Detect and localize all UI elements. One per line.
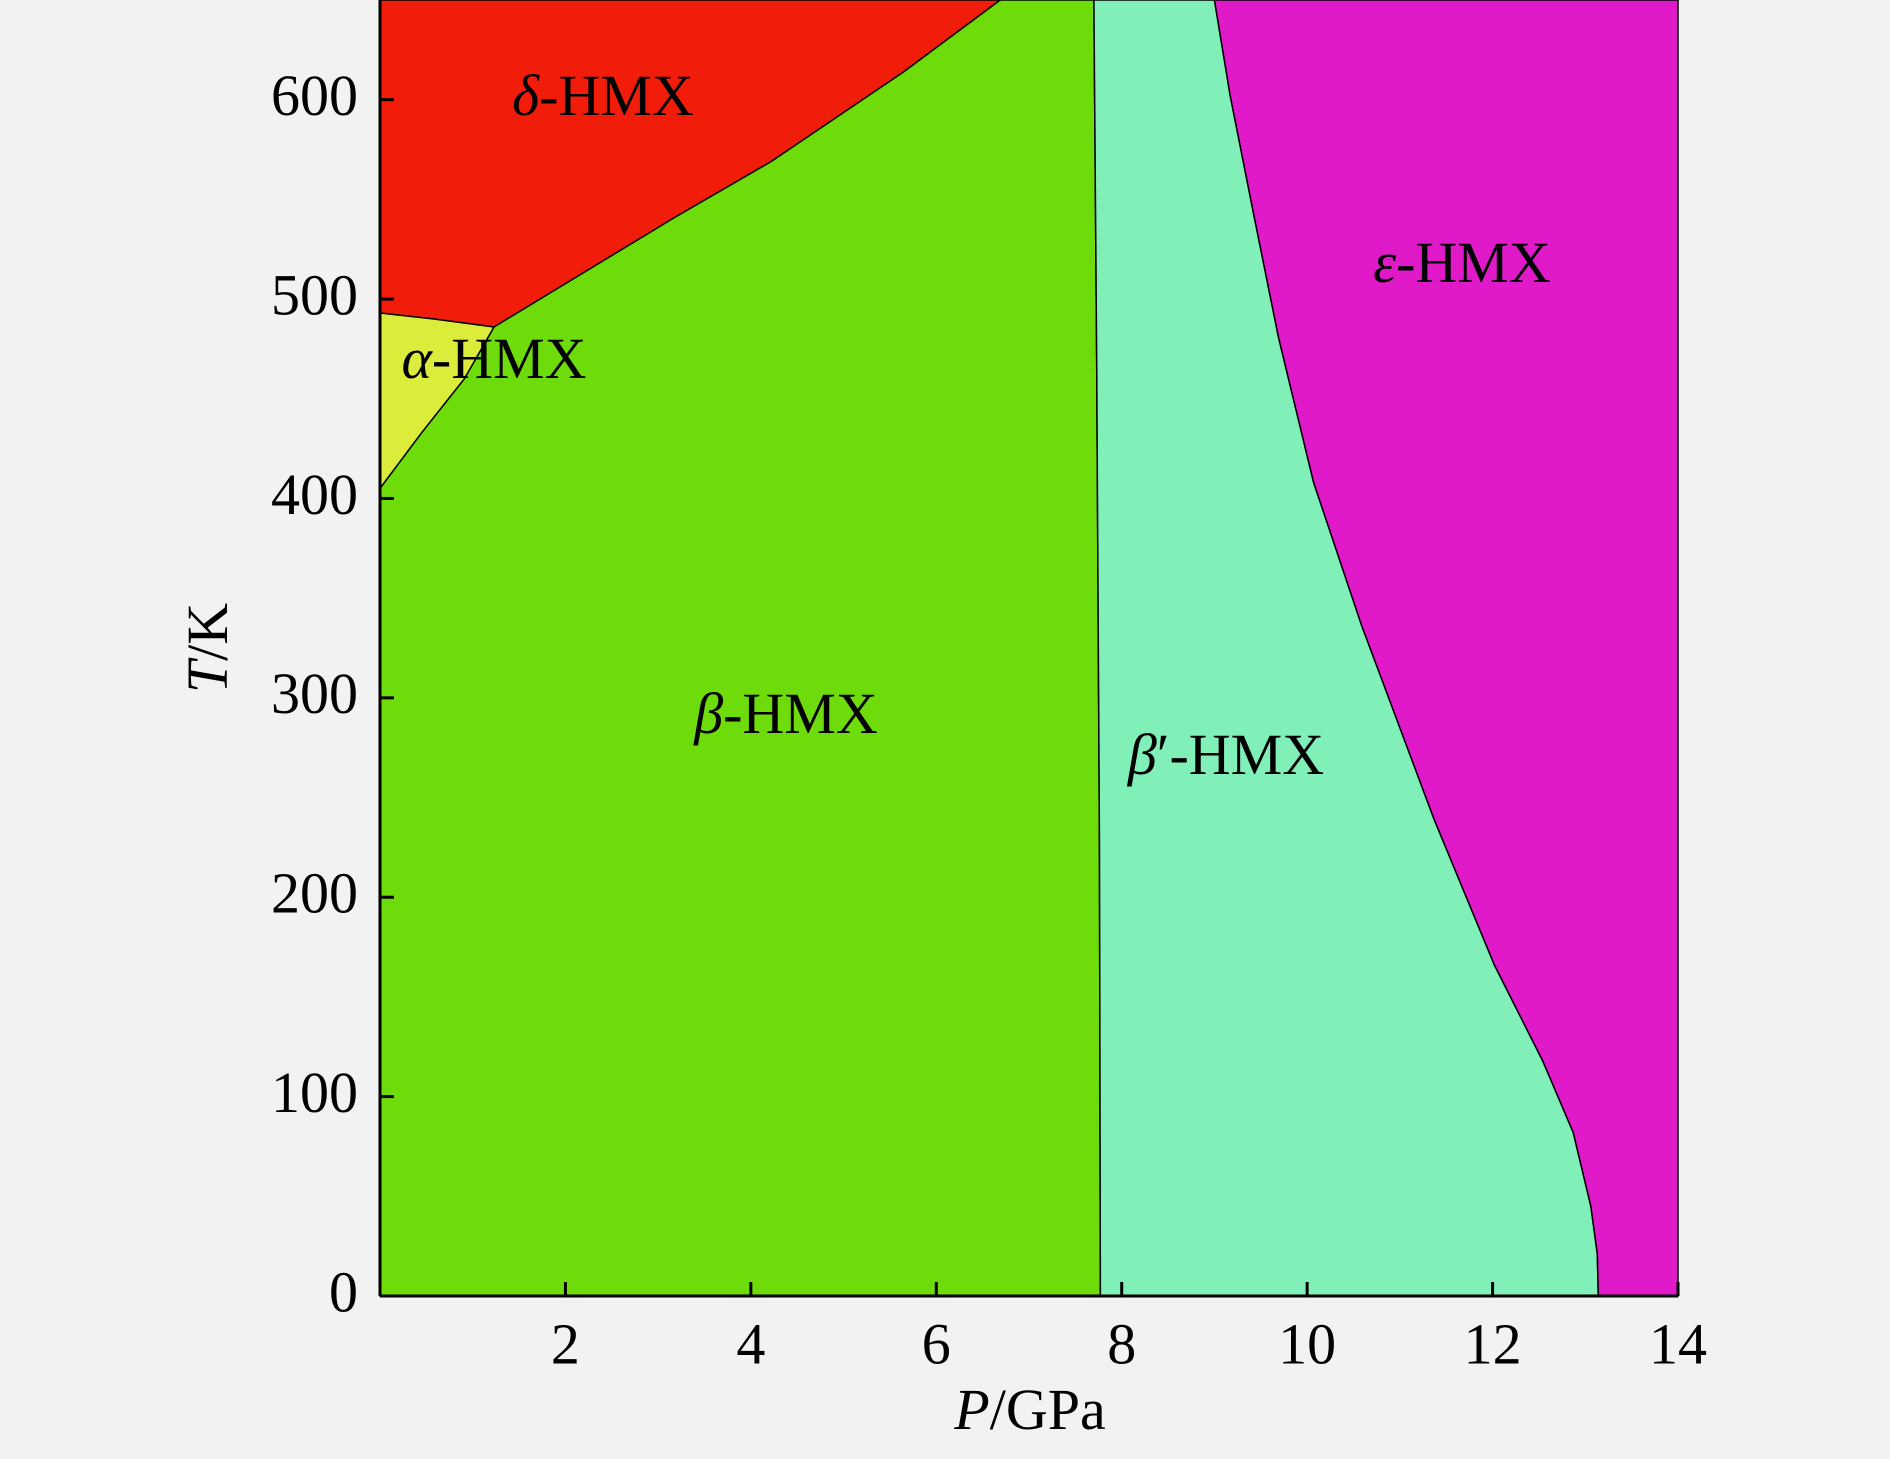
- region-label: α-HMX: [401, 326, 586, 391]
- region-label: β-HMX: [693, 681, 878, 746]
- x-tick-label: 2: [551, 1311, 580, 1376]
- y-tick-label: 500: [271, 262, 358, 327]
- x-tick-label: 10: [1278, 1311, 1336, 1376]
- y-tick-label: 200: [271, 861, 358, 926]
- region-label: δ-HMX: [512, 63, 694, 128]
- y-tick-label: 300: [271, 661, 358, 726]
- y-tick-label: 100: [271, 1060, 358, 1125]
- y-tick-label: 600: [271, 63, 358, 128]
- axes: 2 4 6 8 10 12 14 0 100 200 300 400 500 600 P/GPa T/K: [175, 0, 1707, 1442]
- region-label: ε-HMX: [1373, 230, 1551, 295]
- x-tick-label: 6: [922, 1311, 951, 1376]
- y-tick-label: 0: [329, 1259, 358, 1324]
- x-tick-label: 12: [1464, 1311, 1522, 1376]
- x-tick-label: 8: [1107, 1311, 1136, 1376]
- region-label: β′-HMX: [1127, 722, 1324, 787]
- y-tick-label: 400: [271, 462, 358, 527]
- x-tick-label: 4: [736, 1311, 765, 1376]
- x-axis-title: P/GPa: [953, 1377, 1105, 1442]
- x-tick-label: 14: [1649, 1311, 1707, 1376]
- plot-area: δ-HMX α-HMX β-HMX β′-HMX ε-HMX: [379, 0, 1679, 1297]
- y-axis-title: T/K: [175, 603, 240, 693]
